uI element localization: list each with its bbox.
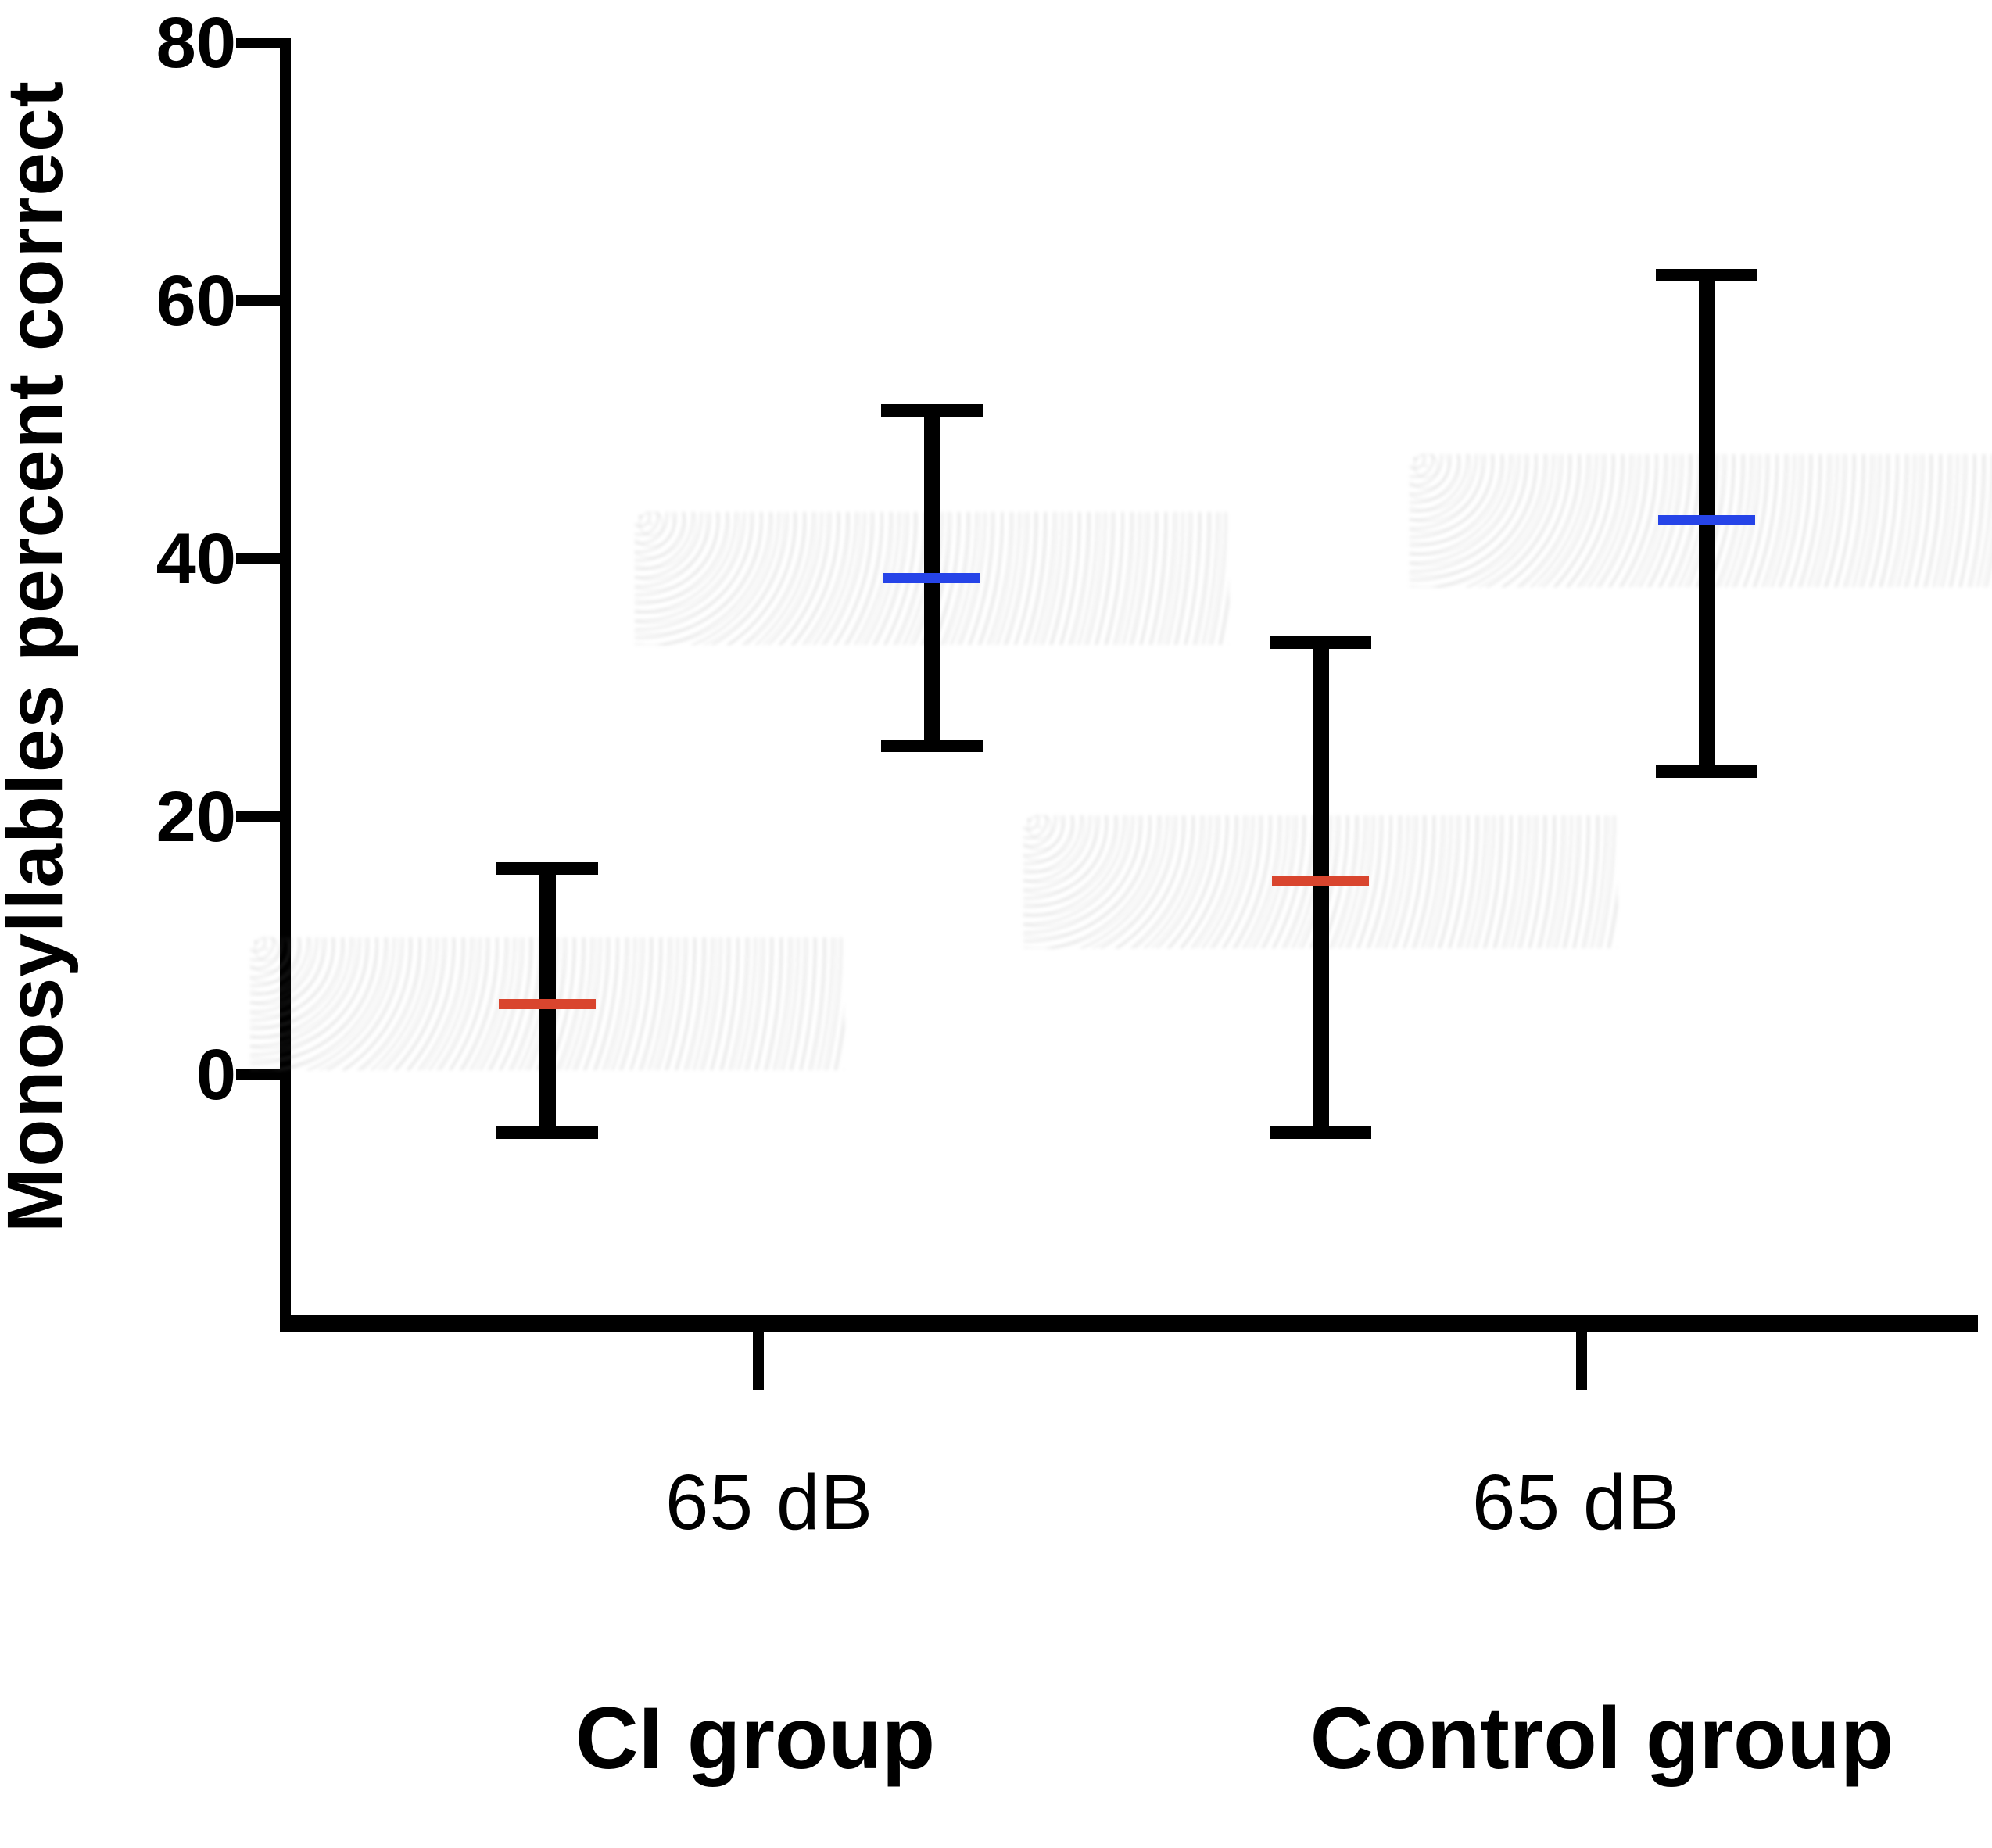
y-tick	[236, 553, 280, 564]
error-bar-cap-top	[1270, 636, 1371, 650]
x-axis-line	[280, 1315, 1978, 1332]
y-tick	[236, 295, 280, 306]
error-bar-cap-bottom	[881, 740, 983, 753]
y-tick	[236, 38, 280, 48]
y-tick-label: 0	[195, 1035, 236, 1115]
error-bar-cap-top	[1656, 269, 1757, 281]
y-tick-label: 80	[156, 3, 236, 83]
x-tick	[1576, 1332, 1587, 1390]
mean-line	[883, 573, 980, 584]
error-bar-cap-top	[496, 862, 598, 875]
y-tick	[236, 811, 280, 822]
mean-line	[499, 998, 596, 1009]
mean-line	[1272, 876, 1369, 886]
error-bar-cap-bottom	[1270, 1126, 1371, 1140]
group-label: Control group	[1309, 1689, 1894, 1787]
error-bar-cap-bottom	[496, 1126, 598, 1140]
y-tick-label: 40	[156, 519, 236, 599]
y-tick	[236, 1069, 280, 1080]
y-tick-label: 60	[156, 261, 236, 341]
x-tick	[753, 1332, 764, 1390]
error-bar-cap-top	[881, 404, 983, 417]
error-bar-cap-bottom	[1656, 765, 1757, 779]
y-axis-line	[280, 38, 291, 1332]
y-tick-label: 20	[156, 777, 236, 857]
mean-line	[1658, 515, 1755, 525]
error-bar-line	[1312, 643, 1329, 1134]
y-axis-title: Monosyllables percent correct	[0, 81, 79, 1233]
x-tick-label: 65 dB	[665, 1459, 874, 1546]
x-tick-label: 65 dB	[1471, 1459, 1681, 1546]
group-label: CI group	[575, 1689, 936, 1787]
